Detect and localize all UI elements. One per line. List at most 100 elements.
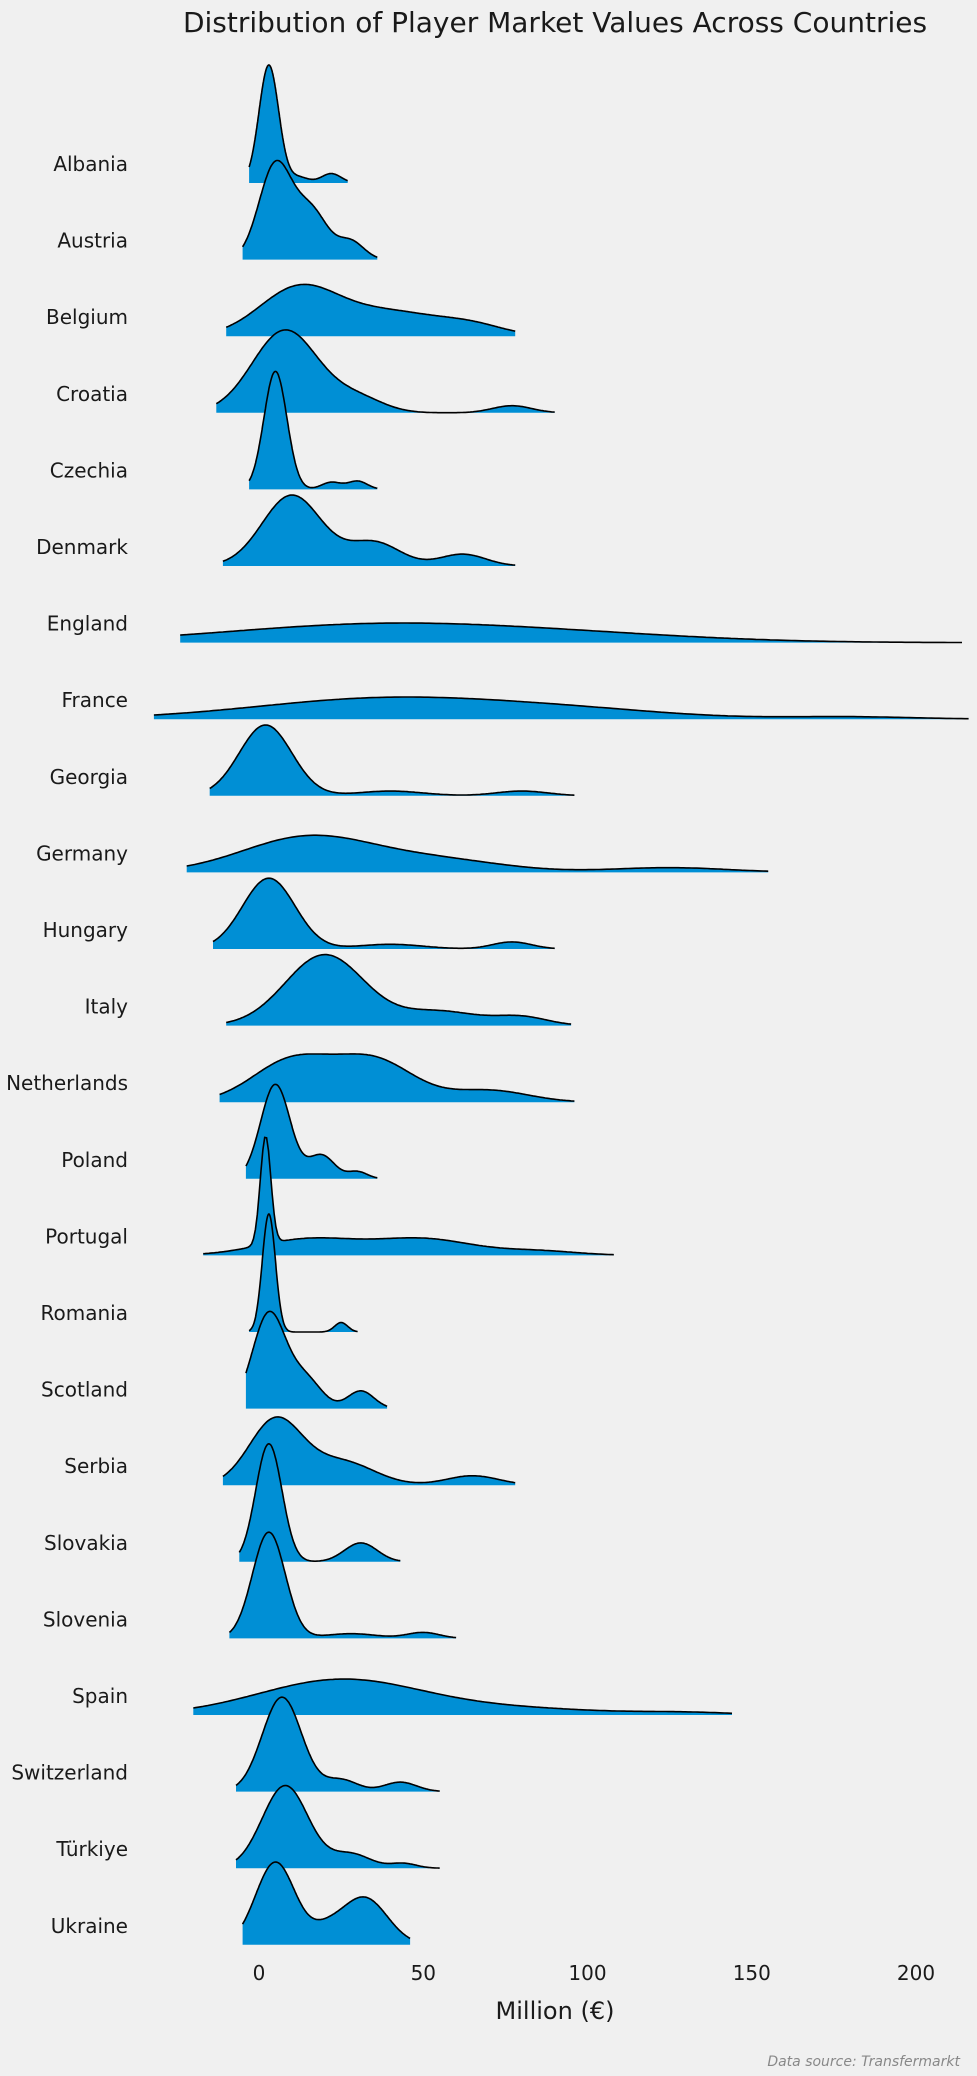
ridge-albania [248,64,348,183]
ridge-line-netherlands [219,1053,575,1102]
ridge-france [153,696,969,720]
ridge-line-serbia [222,1416,516,1484]
country-label-spain: Spain [72,1684,128,1708]
ridge-area-t-rkiye [236,1785,440,1869]
country-label-romania: Romania [41,1301,128,1325]
country-label-t-rkiye: Türkiye [55,1837,128,1861]
ridge-area-albania [249,65,348,183]
x-tick-label: 200 [897,1961,935,1985]
ridge-area-germany [186,835,769,873]
ridge-area-scotland [245,1311,388,1409]
ridges-group [153,64,969,1945]
country-label-scotland: Scotland [41,1378,128,1402]
ridge-line-italy [226,953,572,1025]
ridge-netherlands [219,1053,575,1103]
country-label-england: England [47,612,128,636]
ridge-area-slovakia [239,1443,401,1562]
ridge-area-georgia [209,725,575,796]
ridge-area-belgium [226,284,516,337]
ridge-line-romania [248,1213,358,1333]
ridge-line-hungary [212,877,555,950]
ridge-area-serbia [222,1416,516,1486]
x-axis-label: Million (€) [496,1997,615,2025]
ridge-area-france [153,697,969,720]
ridge-belgium [225,283,516,337]
ridge-area-england [180,623,962,643]
ridge-hungary [212,877,555,950]
country-label-austria: Austria [57,229,128,253]
ridge-area-austria [242,160,378,260]
ridge-line-t-rkiye [235,1784,440,1869]
ridge-area-ukraine [242,1862,411,1945]
ridge-area-slovenia [229,1532,457,1639]
ridge-romania [248,1213,358,1333]
ridge-t-rkiye [235,1784,440,1869]
country-label-poland: Poland [61,1148,128,1172]
ridge-line-england [180,622,962,644]
ridge-line-france [153,696,969,720]
x-tick-label: 0 [253,1961,266,1985]
ridge-czechia [248,370,378,490]
country-label-ukraine: Ukraine [51,1914,128,1938]
ridge-portugal [203,1136,614,1256]
country-label-france: France [61,688,128,712]
ridge-scotland [245,1310,388,1409]
country-label-denmark: Denmark [36,535,128,559]
ridge-slovakia [238,1442,401,1562]
country-label-belgium: Belgium [46,305,128,329]
ridge-line-croatia [215,329,555,414]
ridge-switzerland [235,1696,440,1792]
ridge-line-portugal [203,1136,614,1256]
country-label-switzerland: Switzerland [11,1761,128,1785]
ridge-germany [186,834,769,873]
ridge-denmark [222,494,516,566]
ridge-line-poland [245,1083,378,1179]
ridge-area-czechia [249,371,378,490]
country-label-czechia: Czechia [50,458,128,482]
ridge-line-denmark [222,494,516,566]
ridge-italy [226,953,572,1026]
ridge-serbia [222,1416,516,1486]
ridge-line-albania [248,64,348,182]
country-label-croatia: Croatia [56,382,128,406]
country-label-georgia: Georgia [50,765,128,789]
country-label-portugal: Portugal [45,1224,128,1248]
ridge-ukraine [241,1861,411,1945]
data-source-note: Data source: Transfermarkt [767,2054,960,2070]
ridge-area-italy [226,954,572,1026]
country-label-serbia: Serbia [64,1454,128,1478]
ridge-poland [245,1083,378,1179]
x-axis-ticks: 0 50 100 150 200 [253,1961,935,1985]
country-label-hungary: Hungary [43,918,129,942]
ridge-area-denmark [222,495,516,566]
ridge-croatia [215,329,555,414]
ridge-line-austria [241,159,378,258]
ridge-area-poland [245,1084,378,1179]
ridge-slovenia [228,1531,457,1639]
ridge-austria [241,159,378,260]
ridge-georgia [209,724,575,796]
chart-title: Distribution of Player Market Values Acr… [183,6,927,39]
ridge-line-belgium [225,283,516,332]
country-label-albania: Albania [53,152,128,176]
x-tick-label: 100 [568,1961,606,1985]
ridge-line-spain [193,1678,733,1715]
ridge-line-ukraine [241,1861,411,1940]
ridge-area-croatia [216,329,555,413]
x-tick-label: 50 [411,1961,436,1985]
ridge-area-switzerland [236,1697,440,1792]
country-label-italy: Italy [85,995,129,1019]
ridge-line-scotland [245,1310,388,1407]
ridge-england [180,622,962,644]
x-tick-label: 150 [733,1961,771,1985]
ridge-area-hungary [213,878,555,949]
ridge-line-georgia [209,724,575,796]
ridge-line-slovenia [228,1531,457,1639]
ridge-line-switzerland [235,1696,440,1792]
ridge-area-spain [193,1679,733,1715]
ridge-line-czechia [248,370,378,490]
ridge-line-germany [186,834,769,872]
country-label-germany: Germany [36,841,128,865]
country-label-netherlands: Netherlands [6,1071,128,1095]
